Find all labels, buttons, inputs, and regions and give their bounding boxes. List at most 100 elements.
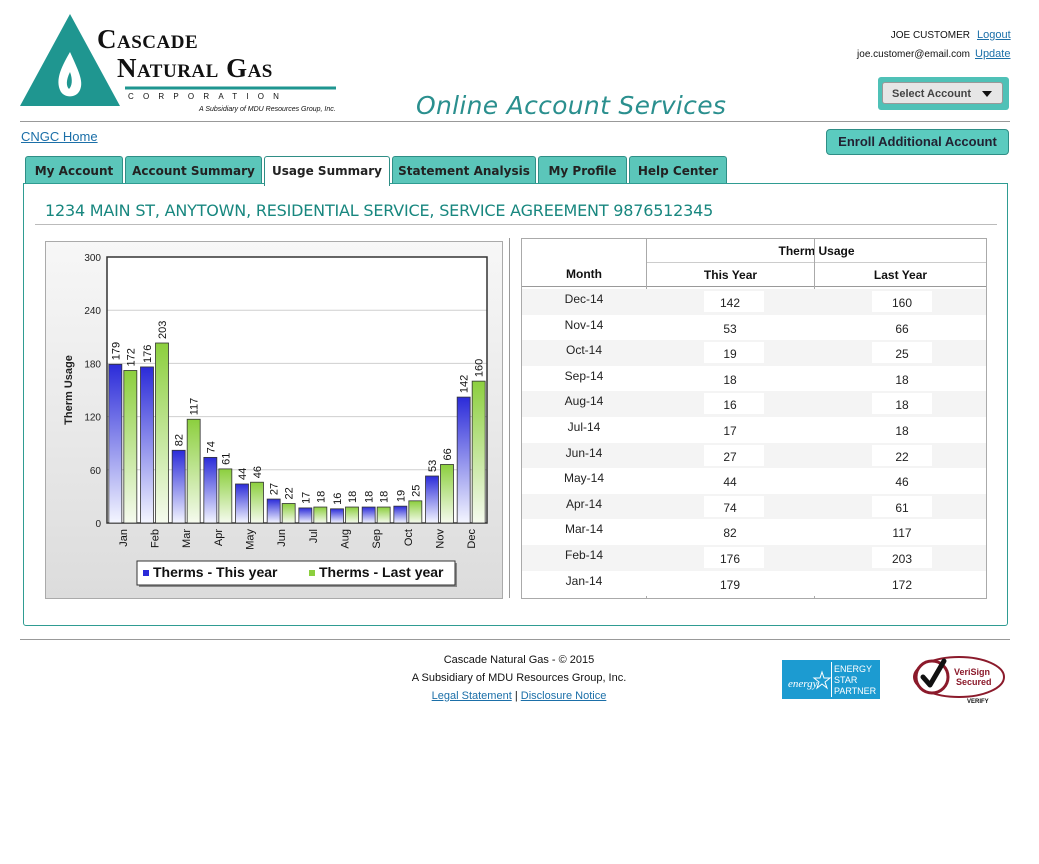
bar-value-label: 27 bbox=[269, 483, 281, 495]
bar-value-label: 19 bbox=[395, 490, 407, 502]
disclosure-notice-link[interactable]: Disclosure Notice bbox=[520, 690, 607, 702]
month-cell: Jun-14 bbox=[565, 445, 603, 460]
legal-statement-link[interactable]: Legal Statement bbox=[431, 690, 512, 702]
bar-this-year bbox=[140, 366, 154, 524]
last-year-cell: 18 bbox=[895, 424, 909, 438]
month-cell: Apr-14 bbox=[565, 496, 603, 511]
x-tick-label: Apr bbox=[213, 529, 225, 546]
month-cell: May-14 bbox=[563, 471, 604, 486]
bar-this-year bbox=[203, 456, 218, 524]
verisign-secured-seal[interactable]: VeriSign Secured VERIFY bbox=[912, 651, 1012, 705]
energy-star-script: energy bbox=[788, 678, 818, 690]
value-cell-background bbox=[872, 419, 932, 440]
bar-value-label: 82 bbox=[174, 434, 186, 446]
column-header-last-year: Last Year bbox=[873, 268, 928, 282]
value-cell-background bbox=[872, 342, 932, 364]
last-year-cell: 18 bbox=[895, 372, 909, 387]
header-divider bbox=[20, 121, 1010, 122]
this-year-cell: 17 bbox=[723, 424, 737, 438]
x-tick-label: Dec bbox=[466, 529, 478, 549]
x-tick-label: Jul bbox=[308, 529, 320, 543]
tab-account-summary[interactable]: Account Summary bbox=[125, 156, 262, 184]
table-row: Dec-14 142 160 bbox=[522, 289, 986, 315]
legend-label: Therms - Last year bbox=[319, 564, 444, 580]
value-cell-background bbox=[704, 291, 764, 312]
bar-this-year bbox=[298, 507, 313, 524]
energy-star-partner-logo: energy ENERGY STAR PARTNER bbox=[782, 660, 880, 699]
last-year-cell: 46 bbox=[895, 475, 909, 490]
value-cell-background bbox=[872, 393, 932, 415]
tab-statement-analysis[interactable]: Statement Analysis bbox=[392, 156, 536, 184]
tab-help-center[interactable]: Help Center bbox=[629, 156, 727, 184]
tab-usage-summary[interactable]: Usage Summary bbox=[264, 156, 390, 186]
x-tick-label: Jan bbox=[118, 529, 130, 547]
value-cell-background bbox=[704, 342, 764, 364]
month-cell: Nov-14 bbox=[564, 317, 604, 332]
user-name: JOE CUSTOMER bbox=[890, 30, 970, 41]
enroll-additional-account-button[interactable]: Enroll Additional Account bbox=[826, 129, 1009, 155]
bar-value-label: 66 bbox=[442, 448, 454, 460]
update-link[interactable]: Update bbox=[975, 48, 1011, 60]
bar-value-label: 22 bbox=[284, 487, 296, 499]
last-year-cell: 22 bbox=[895, 449, 909, 464]
last-year-cell: 203 bbox=[891, 552, 913, 566]
this-year-cell: 19 bbox=[723, 347, 737, 362]
table-row: May-14 44 46 bbox=[522, 468, 986, 494]
tab-my-profile[interactable]: My Profile bbox=[538, 156, 627, 184]
month-cell: Sep-14 bbox=[564, 368, 604, 383]
table-row: Mar-14 82 117 bbox=[522, 519, 986, 545]
footer-subsidiary: A Subsidiary of MDU Resources Group, Inc… bbox=[411, 672, 627, 684]
x-tick-label: Nov bbox=[435, 529, 447, 549]
value-cell-background bbox=[872, 367, 932, 389]
bar-this-year bbox=[171, 449, 186, 524]
y-tick-label: 0 bbox=[95, 519, 101, 530]
bar-value-label: 44 bbox=[237, 468, 249, 480]
logo-name-line1: Cascade bbox=[97, 24, 199, 54]
logout-link[interactable]: Logout bbox=[977, 29, 1011, 41]
header-divider-line bbox=[646, 262, 986, 263]
bar-value-label: 176 bbox=[142, 345, 154, 363]
bar-this-year bbox=[361, 506, 376, 524]
plot-area bbox=[107, 257, 487, 523]
legend-swatch bbox=[143, 570, 149, 576]
legend-swatch bbox=[309, 570, 315, 576]
this-year-cell: 44 bbox=[723, 475, 737, 490]
bar-value-label: 18 bbox=[347, 491, 359, 503]
x-tick-label: Feb bbox=[150, 529, 162, 548]
value-cell-background bbox=[872, 316, 932, 338]
month-cell: Mar-14 bbox=[564, 522, 603, 537]
chart-table-divider bbox=[509, 238, 510, 598]
value-cell-background bbox=[872, 547, 932, 568]
table-group-header: Therm Usage bbox=[778, 244, 855, 258]
footer-links: Legal Statement | Disclosure Notice bbox=[319, 690, 719, 702]
bar-value-label: 160 bbox=[474, 359, 486, 377]
y-tick-label: 180 bbox=[84, 359, 101, 370]
bar-value-label: 74 bbox=[205, 441, 217, 453]
bar-this-year bbox=[330, 508, 344, 524]
y-tick-label: 120 bbox=[84, 413, 101, 424]
bar-this-year bbox=[425, 475, 439, 524]
value-cell-background bbox=[872, 291, 932, 312]
therm-usage-chart: 0 60 120 180 240 300 Therm Usage 179 172 Jan 17620… bbox=[63, 253, 488, 587]
bar-value-label: 17 bbox=[300, 492, 312, 504]
bar-value-label: 18 bbox=[315, 491, 327, 503]
value-cell-background bbox=[704, 393, 764, 415]
verisign-verify-text: VERIFY bbox=[967, 699, 989, 705]
y-tick-label: 240 bbox=[84, 306, 101, 317]
bar-value-label: 142 bbox=[459, 375, 471, 393]
bar-value-label: 61 bbox=[220, 453, 232, 465]
cngc-home-link[interactable]: CNGC Home bbox=[21, 129, 98, 144]
bar-last-year bbox=[186, 418, 201, 524]
bar-value-label: 117 bbox=[189, 398, 201, 416]
tab-my-account[interactable]: My Account bbox=[25, 156, 123, 184]
bar-last-year bbox=[408, 500, 423, 524]
select-account-dropdown[interactable]: Select Account bbox=[882, 82, 1003, 104]
table-row: Jan-14 179 172 bbox=[522, 570, 986, 597]
x-tick-label: Oct bbox=[403, 529, 415, 546]
table-row: Feb-14 176 203 bbox=[522, 545, 986, 571]
footer-copyright: Cascade Natural Gas - © 2015 bbox=[443, 654, 595, 666]
last-year-cell: 61 bbox=[895, 500, 909, 515]
table-row: Jul-14 17 18 bbox=[522, 417, 986, 443]
value-cell-background bbox=[704, 495, 764, 517]
bar-value-label: 203 bbox=[157, 321, 169, 339]
